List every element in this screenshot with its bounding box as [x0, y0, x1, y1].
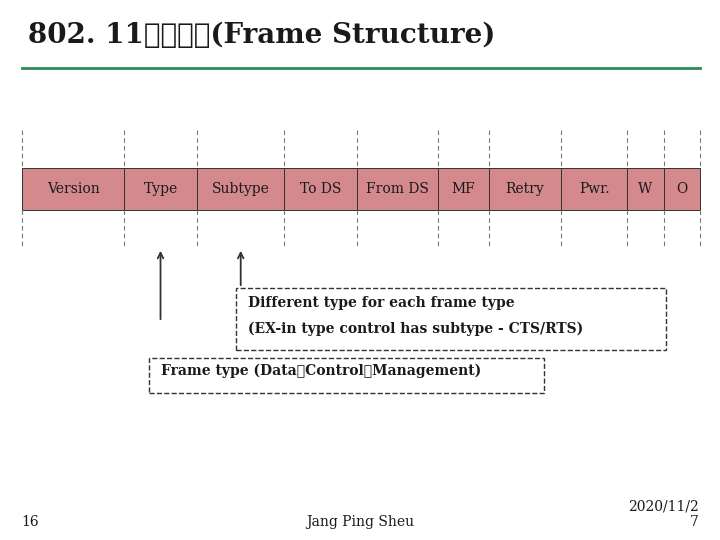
Text: Retry: Retry	[505, 182, 544, 196]
Text: Jang Ping Sheu: Jang Ping Sheu	[306, 515, 414, 529]
Text: O: O	[676, 182, 688, 196]
Text: 16: 16	[22, 515, 39, 529]
Text: Subtype: Subtype	[212, 182, 270, 196]
Bar	[562, 168, 627, 210]
Bar	[627, 168, 664, 210]
Bar	[22, 168, 124, 210]
Text: Version: Version	[47, 182, 99, 196]
Text: Different type for each frame type: Different type for each frame type	[248, 296, 514, 310]
Bar	[124, 168, 197, 210]
Bar	[284, 168, 357, 210]
Text: From DS: From DS	[366, 182, 429, 196]
Text: To DS: To DS	[300, 182, 341, 196]
Text: (EX-in type control has subtype - CTS/RTS): (EX-in type control has subtype - CTS/RT…	[248, 322, 583, 336]
Text: 2020/11/2
7: 2020/11/2 7	[628, 499, 698, 529]
Text: W: W	[638, 182, 652, 196]
Bar	[148, 358, 544, 393]
Text: MF: MF	[451, 182, 475, 196]
Bar	[664, 168, 700, 210]
Text: Type: Type	[143, 182, 178, 196]
Text: 802. 11訊框結構(Frame Structure): 802. 11訊框結構(Frame Structure)	[28, 22, 495, 49]
Bar	[489, 168, 562, 210]
Bar	[197, 168, 284, 210]
Text: Pwr.: Pwr.	[579, 182, 610, 196]
Text: Frame type (Data、Control、Management): Frame type (Data、Control、Management)	[161, 364, 481, 379]
Bar	[438, 168, 489, 210]
Bar	[357, 168, 438, 210]
Bar	[235, 288, 666, 350]
